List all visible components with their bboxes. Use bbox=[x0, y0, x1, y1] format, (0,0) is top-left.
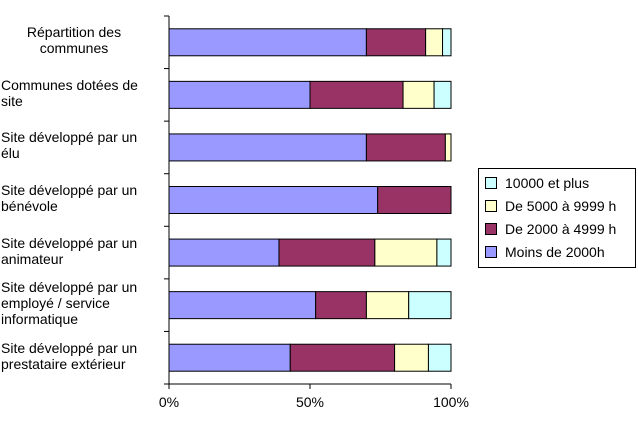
category-label: Site développé par un animateur bbox=[1, 234, 138, 267]
bar-segment bbox=[425, 28, 444, 57]
bar-segment bbox=[374, 238, 438, 267]
category-label: Répartition des communes bbox=[26, 24, 122, 57]
x-tick-label: 0% bbox=[159, 394, 179, 410]
legend-swatch bbox=[485, 200, 497, 212]
bar-segment bbox=[402, 80, 435, 109]
x-tick-label: 100% bbox=[433, 394, 469, 410]
category-label: Site développé par un employé / service in… bbox=[1, 279, 138, 328]
category-label: Site développé par un bénévole bbox=[1, 182, 138, 214]
category-label: Site développé par un élu bbox=[1, 129, 138, 162]
bar-segment bbox=[433, 80, 452, 109]
bar-segment bbox=[315, 291, 367, 320]
bar-segment bbox=[436, 238, 452, 267]
bar-segment bbox=[394, 343, 429, 372]
bar-segment bbox=[278, 238, 376, 267]
bar-segment bbox=[309, 80, 404, 109]
x-tick-label: 50% bbox=[296, 394, 324, 410]
bar-segment bbox=[168, 238, 280, 267]
bar-segment bbox=[168, 291, 317, 320]
legend-label: Moins de 2000h bbox=[505, 244, 605, 260]
legend-label: De 5000 à 9999 h bbox=[505, 198, 617, 214]
bar-segment bbox=[442, 28, 452, 57]
bar-segment bbox=[365, 291, 410, 320]
legend-swatch bbox=[485, 177, 497, 189]
bar-segment bbox=[365, 133, 446, 162]
category-label: Communes dotées de site bbox=[1, 76, 138, 109]
legend-label: 10000 et plus bbox=[505, 175, 590, 191]
bar-segment bbox=[289, 343, 396, 372]
bar-segment bbox=[168, 80, 311, 109]
legend: 10000 et plus De 5000 à 9999 h De 2000 à 4… bbox=[478, 168, 636, 268]
bar-segment bbox=[427, 343, 452, 372]
category-label: Site développé par un prestataire extérie… bbox=[1, 339, 138, 372]
bar-segment bbox=[444, 133, 452, 162]
bar-segment bbox=[377, 186, 452, 214]
bar-segment bbox=[168, 133, 367, 162]
bar-segment bbox=[168, 343, 291, 372]
bar-segment bbox=[168, 186, 379, 214]
legend-label: De 2000 à 4999 h bbox=[505, 221, 617, 237]
bar-segment bbox=[365, 28, 427, 57]
legend-swatch bbox=[485, 223, 497, 235]
bar-segment bbox=[408, 291, 452, 320]
bar-segment bbox=[168, 28, 367, 57]
legend-swatch bbox=[485, 246, 497, 258]
